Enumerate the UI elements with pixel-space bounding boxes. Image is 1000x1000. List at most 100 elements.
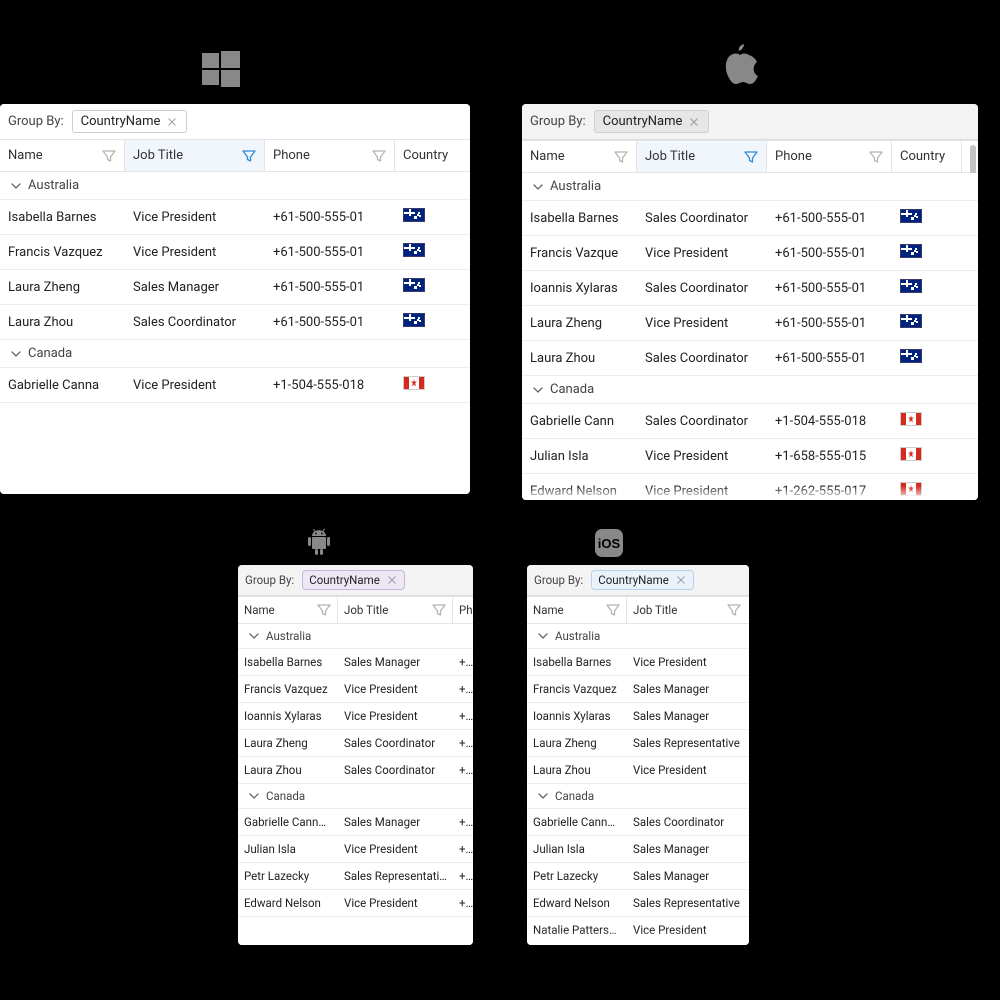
chip-close-icon[interactable] <box>688 116 700 128</box>
table-row[interactable]: Francis VazquezSales Manager <box>527 676 749 703</box>
cell-job: Sales Manager <box>125 272 265 303</box>
column-header-name[interactable]: Name <box>238 597 338 623</box>
table-row[interactable]: Laura ZhouVice President <box>527 757 749 784</box>
mac-panel: Group By:CountryNameNameJob TitlePhoneCo… <box>522 104 978 500</box>
cell-name: Petr Lazecky <box>238 863 338 889</box>
column-header-label: Name <box>8 148 43 163</box>
filter-icon[interactable] <box>432 603 446 617</box>
table-row[interactable]: Ioannis XylarasSales Manager <box>527 703 749 730</box>
table-row[interactable]: Isabella BarnesSales Manager+6 <box>238 649 473 676</box>
filter-icon[interactable] <box>242 149 256 163</box>
column-header-label: Job Title <box>133 148 183 163</box>
cell-country <box>892 271 962 305</box>
table-row[interactable]: Laura ZhengSales Coordinator+6 <box>238 730 473 757</box>
table-row[interactable]: Edward NelsonVice President+1-262-555-01… <box>522 474 978 500</box>
table-header: NameJob Title <box>527 596 749 624</box>
flag-au-icon <box>403 208 425 222</box>
column-header-name[interactable]: Name <box>527 597 627 623</box>
cell-name: Francis Vazquez <box>0 237 125 268</box>
cell-job: Vice President <box>627 917 747 943</box>
group-row[interactable]: Canada <box>527 784 749 809</box>
chip-close-icon[interactable] <box>675 574 687 586</box>
column-header-name[interactable]: Name <box>0 140 125 171</box>
table-row[interactable]: Isabella BarnesSales Coordinator+61-500-… <box>522 201 978 236</box>
group-row[interactable]: Australia <box>522 173 978 201</box>
column-header-job[interactable]: Job Title <box>125 140 265 171</box>
cell-job: Vice President <box>637 476 767 501</box>
table-row[interactable]: Isabella BarnesVice President+61-500-555… <box>0 200 470 235</box>
table-row[interactable]: Francis VazquezVice President+61-500-555… <box>0 235 470 270</box>
filter-icon[interactable] <box>744 150 758 164</box>
table-row[interactable]: Gabrielle CannataSales Manager+1 <box>238 809 473 836</box>
table-row[interactable]: Laura ZhengSales Manager+61-500-555-01 <box>0 270 470 305</box>
column-header-job[interactable]: Job Title <box>637 141 767 172</box>
table-row[interactable]: Edward NelsonSales Representative <box>527 890 749 917</box>
table-row[interactable]: Laura ZhengVice President+61-500-555-01 <box>522 306 978 341</box>
filter-icon[interactable] <box>606 603 620 617</box>
table-row[interactable]: Ioannis XylarasVice President+6 <box>238 703 473 730</box>
column-header-job[interactable]: Job Title <box>338 597 453 623</box>
table-row[interactable]: Julian IslaVice President+1 <box>238 836 473 863</box>
cell-phone: +1 <box>453 836 473 862</box>
table-row[interactable]: Francis VazquezVice President+6 <box>238 676 473 703</box>
cell-phone: +61-500-555-01 <box>265 237 395 268</box>
table-row[interactable]: Isabella BarnesVice President <box>527 649 749 676</box>
group-row[interactable]: Australia <box>0 172 470 200</box>
filter-icon[interactable] <box>869 150 883 164</box>
table-row[interactable]: Laura ZhouSales Coordinator+61-500-555-0… <box>0 305 470 340</box>
chevron-down-icon <box>248 630 260 642</box>
table-body: AustraliaIsabella BarnesSales Manager+6F… <box>238 624 473 945</box>
group-chip[interactable]: CountryName <box>302 570 405 590</box>
column-header-phone[interactable]: Ph <box>453 597 473 623</box>
table-row[interactable]: Edward NelsonVice President+1 <box>238 890 473 917</box>
chip-close-icon[interactable] <box>166 116 178 128</box>
column-header-phone[interactable]: Phone <box>265 140 395 171</box>
group-chip-text: CountryName <box>603 114 683 129</box>
column-header-phone[interactable]: Phone <box>767 141 892 172</box>
table-row[interactable]: Natalie PattersonVice President <box>527 917 749 944</box>
group-chip[interactable]: CountryName <box>591 570 694 590</box>
column-header-label: Country <box>403 148 448 163</box>
table-row[interactable]: Petr LazeckySales Representative+1 <box>238 863 473 890</box>
table-row[interactable]: Petr LazeckySales Manager <box>527 863 749 890</box>
cell-job: Sales Coordinator <box>627 809 747 835</box>
filter-icon[interactable] <box>614 150 628 164</box>
table-row[interactable]: Gabrielle CannataSales Coordinator <box>527 809 749 836</box>
group-chip[interactable]: CountryName <box>594 110 710 133</box>
filter-icon[interactable] <box>372 149 386 163</box>
chip-close-icon[interactable] <box>386 574 398 586</box>
filter-icon[interactable] <box>102 149 116 163</box>
group-row[interactable]: Canada <box>522 376 978 404</box>
table-row[interactable]: Julian IslaVice President+1-658-555-015 <box>522 439 978 474</box>
column-header-job[interactable]: Job Title <box>627 597 747 623</box>
chevron-down-icon <box>10 180 22 192</box>
table-row[interactable]: Gabrielle CannSales Coordinator+1-504-55… <box>522 404 978 439</box>
group-by-bar: Group By:CountryName <box>0 104 470 139</box>
table-row[interactable]: Gabrielle CannaVice President+1-504-555-… <box>0 368 470 403</box>
group-row[interactable]: Australia <box>527 624 749 649</box>
table-row[interactable]: Laura ZhouSales Coordinator+61-500-555-0… <box>522 341 978 376</box>
table-row[interactable]: Laura ZhengSales Representative <box>527 730 749 757</box>
group-row[interactable]: Canada <box>238 784 473 809</box>
group-row[interactable]: Canada <box>0 340 470 368</box>
table-row[interactable]: Julian IslaSales Manager <box>527 836 749 863</box>
table-row[interactable]: Ioannis XylarasSales Coordinator+61-500-… <box>522 271 978 306</box>
filter-icon[interactable] <box>317 603 331 617</box>
cell-name: Edward Nelson <box>238 890 338 916</box>
column-header-country[interactable]: Country <box>892 141 962 172</box>
cell-phone: +61-500-555-01 <box>265 272 395 303</box>
cell-job: Vice President <box>338 703 453 729</box>
column-header-country[interactable]: Country <box>395 140 465 171</box>
table-row[interactable]: Laura ZhouSales Coordinator+6 <box>238 757 473 784</box>
filter-icon[interactable] <box>727 603 741 617</box>
cell-job: Sales Coordinator <box>338 757 453 783</box>
group-row[interactable]: Australia <box>238 624 473 649</box>
column-header-label: Job Title <box>645 149 695 164</box>
cell-country <box>892 474 962 500</box>
table-row[interactable]: Francis VazqueVice President+61-500-555-… <box>522 236 978 271</box>
cell-name: Francis Vazquez <box>238 676 338 702</box>
group-chip[interactable]: CountryName <box>72 110 188 133</box>
column-header-name[interactable]: Name <box>522 141 637 172</box>
cell-country <box>892 201 962 235</box>
cell-job: Sales Representative <box>338 863 453 889</box>
